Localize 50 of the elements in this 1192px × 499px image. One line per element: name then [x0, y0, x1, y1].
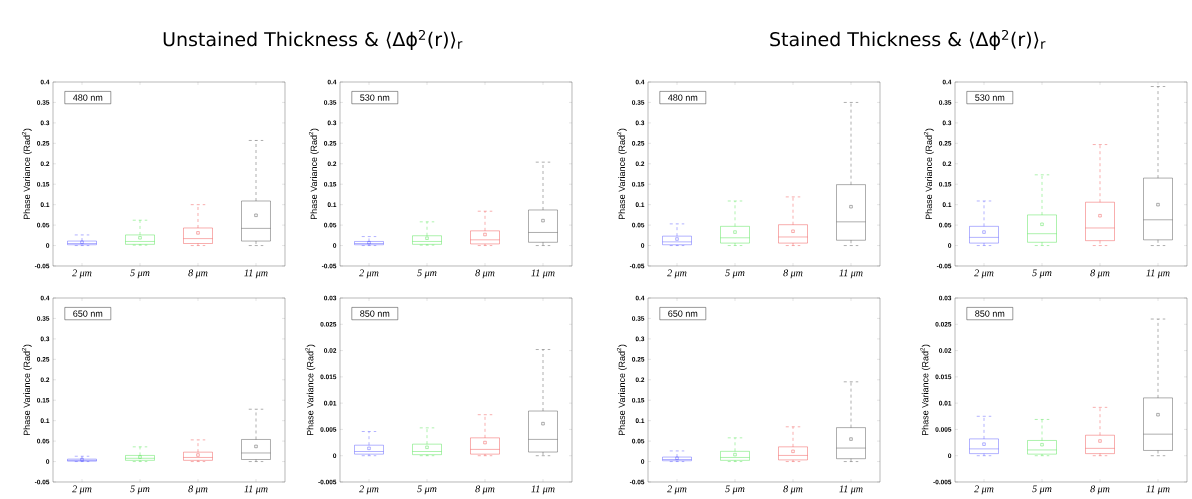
x-tick-label: 11 μm	[1146, 485, 1170, 495]
x-tick-label: 11 μm	[244, 485, 268, 495]
x-tick-label: 8 μm	[783, 269, 803, 279]
x-tick-label: 11 μm	[531, 485, 555, 495]
x-tick-label: 8 μm	[475, 485, 495, 495]
x-tick-label: 5 μm	[1032, 269, 1052, 279]
x-tick-label: 5 μm	[417, 485, 437, 495]
x-tick-label: 11 μm	[839, 485, 863, 495]
y-axis-title: Phase Variance (Rad$^{2}$)	[308, 128, 319, 220]
x-tick-label: 5 μm	[725, 485, 745, 495]
y-axis-title: Phase Variance (Rad$^{2}$)	[616, 128, 627, 220]
x-tick-label: 2 μm	[359, 269, 379, 279]
y-axis-title: Phase Variance (Rad$^{2}$)	[21, 128, 32, 220]
x-tick-label: 5 μm	[130, 269, 150, 279]
x-tick-label: 8 μm	[783, 485, 803, 495]
x-tick-label: 8 μm	[1090, 485, 1110, 495]
x-tick-label: 2 μm	[667, 485, 687, 495]
x-tick-label: 2 μm	[72, 269, 92, 279]
annotation: 850 nm	[360, 310, 390, 317]
x-tick-label: 2 μm	[667, 269, 687, 279]
x-tick-label: 11 μm	[1146, 269, 1170, 279]
x-tick-label: 8 μm	[188, 269, 208, 279]
y-axis-title: Phase Variance (Rad$^{2}$)	[923, 128, 934, 220]
annotation: 650 nm	[73, 310, 103, 317]
y-axis-title: Phase Variance (Rad$^{2}$)	[305, 344, 316, 436]
x-tick-label: 11 μm	[839, 269, 863, 279]
x-tick-label: 2 μm	[974, 485, 994, 495]
x-tick-label: 8 μm	[1090, 269, 1110, 279]
x-tick-label: 2 μm	[359, 485, 379, 495]
x-tick-label: 5 μm	[417, 269, 437, 279]
x-tick-label: 5 μm	[1032, 485, 1052, 495]
x-tick-label: 11 μm	[244, 269, 268, 279]
x-tick-label: 11 μm	[531, 269, 555, 279]
chart-title: Unstained Thickness & ⟨Δϕ$^{2}$(r)⟩$_{r}$	[163, 29, 463, 51]
x-tick-label: 5 μm	[725, 269, 745, 279]
x-tick-label: 8 μm	[475, 269, 495, 279]
chart-title: Stained Thickness & ⟨Δϕ$^{2}$(r)⟩$_{r}$	[770, 29, 1046, 51]
y-axis-title: Phase Variance (Rad$^{2}$)	[920, 344, 931, 436]
x-tick-label: 8 μm	[188, 485, 208, 495]
annotation: 480 nm	[668, 94, 698, 101]
x-tick-label: 2 μm	[974, 269, 994, 279]
annotation: 480 nm	[73, 94, 103, 101]
y-axis-title: Phase Variance (Rad$^{2}$)	[21, 344, 32, 436]
y-axis-title: Phase Variance (Rad$^{2}$)	[616, 344, 627, 436]
annotation: 650 nm	[668, 310, 698, 317]
annotation: 850 nm	[975, 310, 1005, 317]
x-tick-label: 5 μm	[130, 485, 150, 495]
x-tick-label: 2 μm	[72, 485, 92, 495]
annotation: 530 nm	[975, 94, 1005, 101]
annotation: 530 nm	[360, 94, 390, 101]
